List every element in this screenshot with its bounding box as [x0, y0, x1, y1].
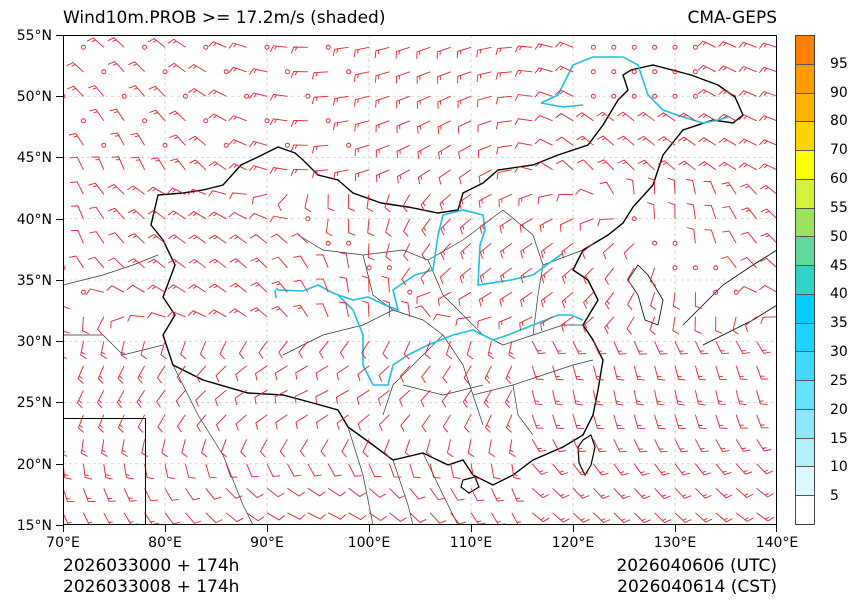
amur-river-tail: [540, 101, 583, 108]
hainan-outline: [459, 475, 480, 494]
taiwan-outline: [576, 433, 596, 476]
lon-label: 130°E: [653, 535, 697, 551]
colorbar-segment: [796, 438, 814, 468]
colorbar-label: 40: [830, 286, 848, 303]
lat-label: 20°N: [16, 457, 52, 473]
colorbar-label: 50: [830, 228, 848, 245]
lat-label: 40°N: [16, 212, 52, 228]
colorbar-label: 15: [830, 430, 848, 447]
colorbar-segment: [796, 208, 814, 238]
colorbar-segment: [796, 294, 814, 324]
lon-label: 70°E: [46, 535, 80, 551]
colorbar-label: 10: [830, 459, 848, 476]
colorbar-segment: [796, 467, 814, 497]
colorbar-segment: [796, 323, 814, 353]
lat-label: 55°N: [16, 28, 52, 44]
colorbar-segment: [796, 266, 814, 295]
boundaries: [64, 63, 776, 524]
colorbar-label: 80: [830, 113, 848, 130]
colorbar-segment: [796, 36, 814, 65]
rivers: [273, 55, 728, 386]
colorbar-label: 30: [830, 344, 848, 361]
colorbar-segment: [796, 496, 814, 525]
map-title: Wind10m.PROB >= 17.2m/s (shaded): [63, 8, 386, 28]
colorbar-segment: [796, 381, 814, 410]
colorbar-segment: [796, 179, 814, 209]
colorbar-label: 90: [830, 84, 848, 101]
model-name: CMA-GEPS: [687, 8, 777, 28]
colorbar: [795, 35, 815, 525]
lon-label: 120°E: [551, 535, 595, 551]
lon-label: 80°E: [148, 535, 182, 551]
lon-label: 100°E: [347, 535, 391, 551]
lat-label: 15°N: [16, 518, 52, 534]
colorbar-segment: [796, 122, 814, 152]
colorbar-label: 20: [830, 401, 848, 418]
colorbar-label: 45: [830, 257, 848, 274]
inset-map: [63, 418, 146, 525]
graticule: [64, 36, 776, 524]
init-utc: 2026033000 + 174h: [63, 556, 240, 576]
map-panel: [63, 35, 777, 525]
map-canvas: [64, 36, 776, 524]
colorbar-label: 60: [830, 171, 848, 188]
lon-label: 110°E: [449, 535, 493, 551]
valid-utc: 2026040606 (UTC): [616, 556, 777, 576]
wind-barbs: [64, 36, 776, 524]
lat-label: 35°N: [16, 273, 52, 289]
colorbar-segment: [796, 409, 814, 439]
colorbar-label: 25: [830, 372, 848, 389]
china-border: [149, 63, 744, 486]
lat-label: 30°N: [16, 334, 52, 350]
lon-label: 90°E: [250, 535, 284, 551]
init-time-block: 2026033000 + 174h 2026033008 + 174h: [63, 556, 239, 598]
colorbar-label: 35: [830, 315, 848, 332]
province-lines: [282, 209, 593, 435]
colorbar-segment: [796, 93, 814, 123]
yellow-river: [274, 208, 563, 311]
lon-label: 140°E: [755, 535, 799, 551]
colorbar-segment: [796, 64, 814, 94]
colorbar-label: 55: [830, 199, 848, 216]
colorbar-label: 5: [830, 488, 839, 505]
valid-cst: 2026040614 (CST): [617, 577, 777, 597]
valid-time-block: 2026040606 (UTC) 2026040614 (CST): [616, 556, 777, 598]
lat-label: 45°N: [16, 150, 52, 166]
colorbar-segment: [796, 151, 814, 180]
colorbar-segment: [796, 237, 814, 267]
lat-label: 25°N: [16, 395, 52, 411]
japan-outline: [682, 249, 776, 345]
amur-river: [540, 55, 728, 124]
lat-label: 50°N: [16, 89, 52, 105]
colorbar-label: 70: [830, 142, 848, 159]
init-cst: 2026033008 + 174h: [63, 577, 240, 597]
colorbar-segment: [796, 352, 814, 382]
colorbar-label: 95: [830, 55, 848, 72]
neighbor-borders: [64, 254, 458, 524]
